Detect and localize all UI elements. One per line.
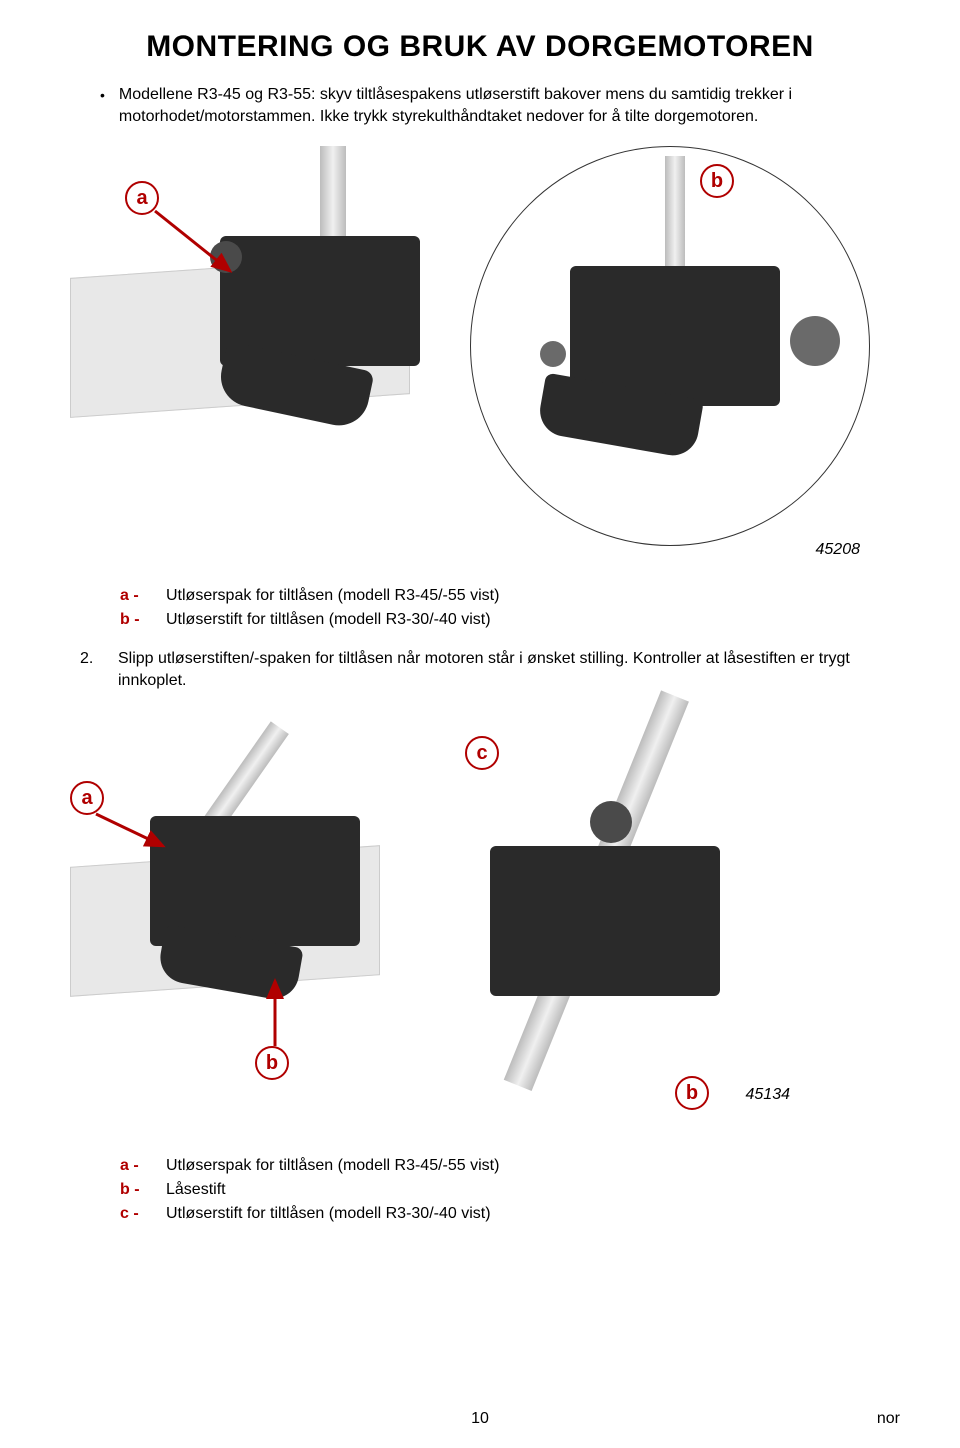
detail-knob (790, 316, 840, 366)
legend-key: b - (120, 1178, 148, 1202)
legend-text: Utløserspak for tiltlåsen (modell R3-45/… (166, 584, 499, 608)
page-number: 10 (100, 1410, 860, 1428)
bullet-paragraph: • Modellene R3-45 og R3-55: skyv tiltlås… (60, 84, 900, 128)
legend-key: a - (120, 1154, 148, 1178)
step-2: 2. Slipp utløserstiften/-spaken for tilt… (60, 648, 900, 692)
legend-2-row-a: a - Utløserspak for tiltlåsen (modell R3… (120, 1154, 900, 1178)
step-text: Slipp utløserstiften/-spaken for tiltlås… (118, 648, 900, 692)
legend-text: Utløserspak for tiltlåsen (modell R3-45/… (166, 1154, 499, 1178)
bullet-dot-icon: • (100, 84, 105, 106)
page-footer: 10 nor (0, 1410, 960, 1428)
callout-b-left-label: b (266, 1052, 278, 1075)
bullet-text: Modellene R3-45 og R3-55: skyv tiltlåses… (119, 84, 900, 128)
callout-c: c (465, 736, 499, 770)
figure-1-number: 45208 (816, 541, 861, 559)
figure-1: a b 45208 (70, 146, 890, 576)
callout-b-left: b (255, 1046, 289, 1080)
arrow-a2-icon (88, 806, 178, 866)
callout-b-label: b (711, 170, 723, 193)
legend-key: c - (120, 1202, 148, 1226)
step-number: 2. (80, 648, 98, 692)
legend-2-row-c: c - Utløserstift for tiltlåsen (modell R… (120, 1202, 900, 1226)
legend-2: a - Utløserspak for tiltlåsen (modell R3… (60, 1154, 900, 1226)
legend-1: a - Utløserspak for tiltlåsen (modell R3… (60, 584, 900, 632)
figure-2-number: 45134 (746, 1086, 791, 1104)
bracket-right (490, 846, 720, 996)
legend-text: Utløserstift for tiltlåsen (modell R3-30… (166, 1202, 491, 1226)
legend-text: Utløserstift for tiltlåsen (modell R3-30… (166, 608, 491, 632)
detail-knob-2 (540, 341, 566, 367)
collar (590, 801, 632, 843)
legend-1-row-b: b - Utløserstift for tiltlåsen (modell R… (120, 608, 900, 632)
legend-1-row-a: a - Utløserspak for tiltlåsen (modell R3… (120, 584, 900, 608)
callout-b: b (700, 164, 734, 198)
legend-key: a - (120, 584, 148, 608)
detail-pole (665, 156, 685, 276)
callout-c-label: c (476, 742, 487, 765)
section-title: MONTERING OG BRUK AV DORGEMOTOREN (60, 30, 900, 64)
figure-2: a b c b 45134 (70, 706, 890, 1146)
legend-2-row-b: b - Låsestift (120, 1178, 900, 1202)
arrow-b-left-icon (265, 976, 295, 1051)
page-lang: nor (860, 1410, 900, 1428)
arrow-a-icon (145, 201, 245, 291)
legend-key: b - (120, 608, 148, 632)
callout-b-right: b (675, 1076, 709, 1110)
callout-b-right-label: b (686, 1082, 698, 1105)
legend-text: Låsestift (166, 1178, 226, 1202)
